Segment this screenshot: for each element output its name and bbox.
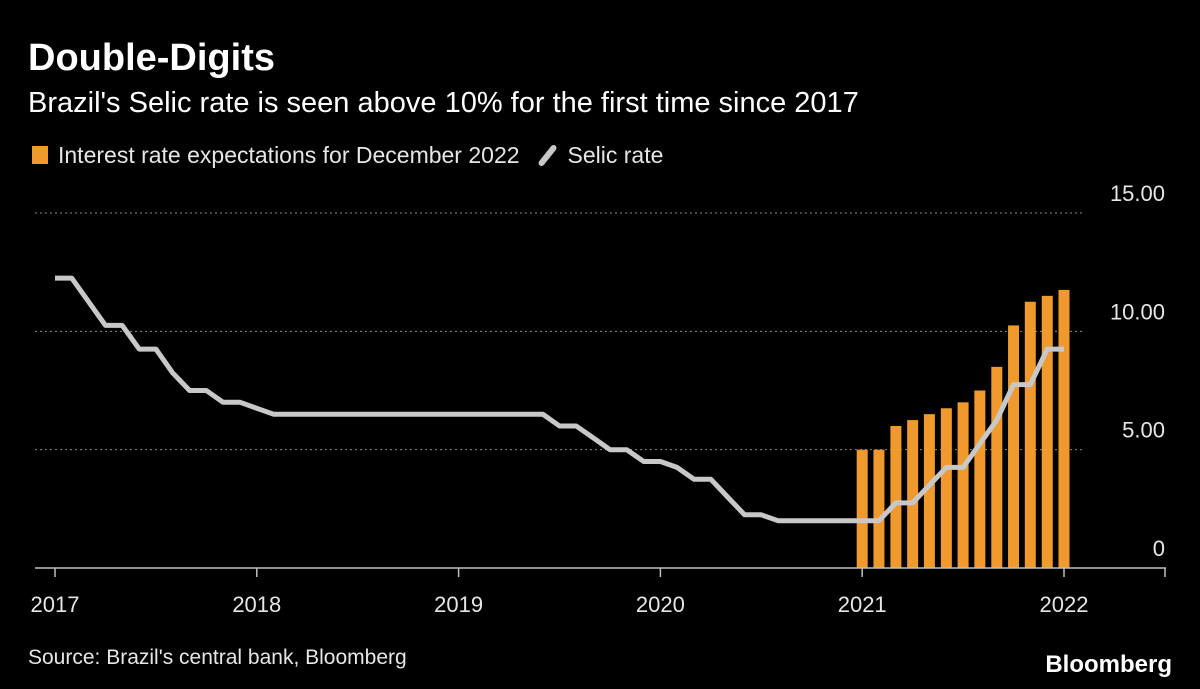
bar: [1024, 301, 1036, 568]
legend-line-label: Selic rate: [568, 142, 664, 168]
chart-subtitle: Brazil's Selic rate is seen above 10% fo…: [28, 87, 859, 119]
x-axis: 2017 2018 2019 2020 2021 2022: [31, 567, 1166, 617]
bar: [957, 402, 969, 568]
bar: [923, 414, 935, 568]
x-tick-label: 2022: [1040, 592, 1089, 617]
bar-series: [856, 289, 1070, 568]
bar: [907, 420, 919, 568]
legend: Interest rate expectations for December …: [32, 142, 663, 168]
bar: [1041, 295, 1053, 568]
legend-line-swatch: [538, 145, 557, 166]
chart-title: Double-Digits: [28, 37, 275, 79]
bar: [890, 426, 902, 568]
selic-line: [55, 275, 1064, 524]
y-tick-label: 15.00: [1110, 181, 1165, 206]
bloomberg-logo: Bloomberg: [1045, 651, 1172, 678]
y-tick-label: 5.00: [1122, 418, 1165, 443]
bar: [873, 449, 885, 568]
x-tick-label: 2019: [434, 592, 483, 617]
x-tick-label: 2021: [838, 592, 887, 617]
x-tick-label: 2018: [232, 592, 281, 617]
y-tick-label: 10.00: [1110, 299, 1165, 324]
legend-bar-swatch: [32, 146, 48, 164]
bar: [1058, 289, 1070, 568]
y-axis-ticks: 0 5.00 10.00 15.00: [1110, 181, 1165, 561]
x-tick-label: 2017: [31, 592, 80, 617]
y-tick-label: 0: [1153, 536, 1165, 561]
bar: [1008, 325, 1020, 568]
bar: [856, 449, 868, 568]
bar: [974, 390, 986, 568]
line-series: [55, 275, 1064, 524]
bar: [991, 366, 1003, 568]
bar: [940, 408, 952, 568]
x-tick-label: 2020: [636, 592, 685, 617]
source-note: Source: Brazil's central bank, Bloomberg: [28, 646, 407, 669]
legend-bar-label: Interest rate expectations for December …: [58, 142, 520, 168]
